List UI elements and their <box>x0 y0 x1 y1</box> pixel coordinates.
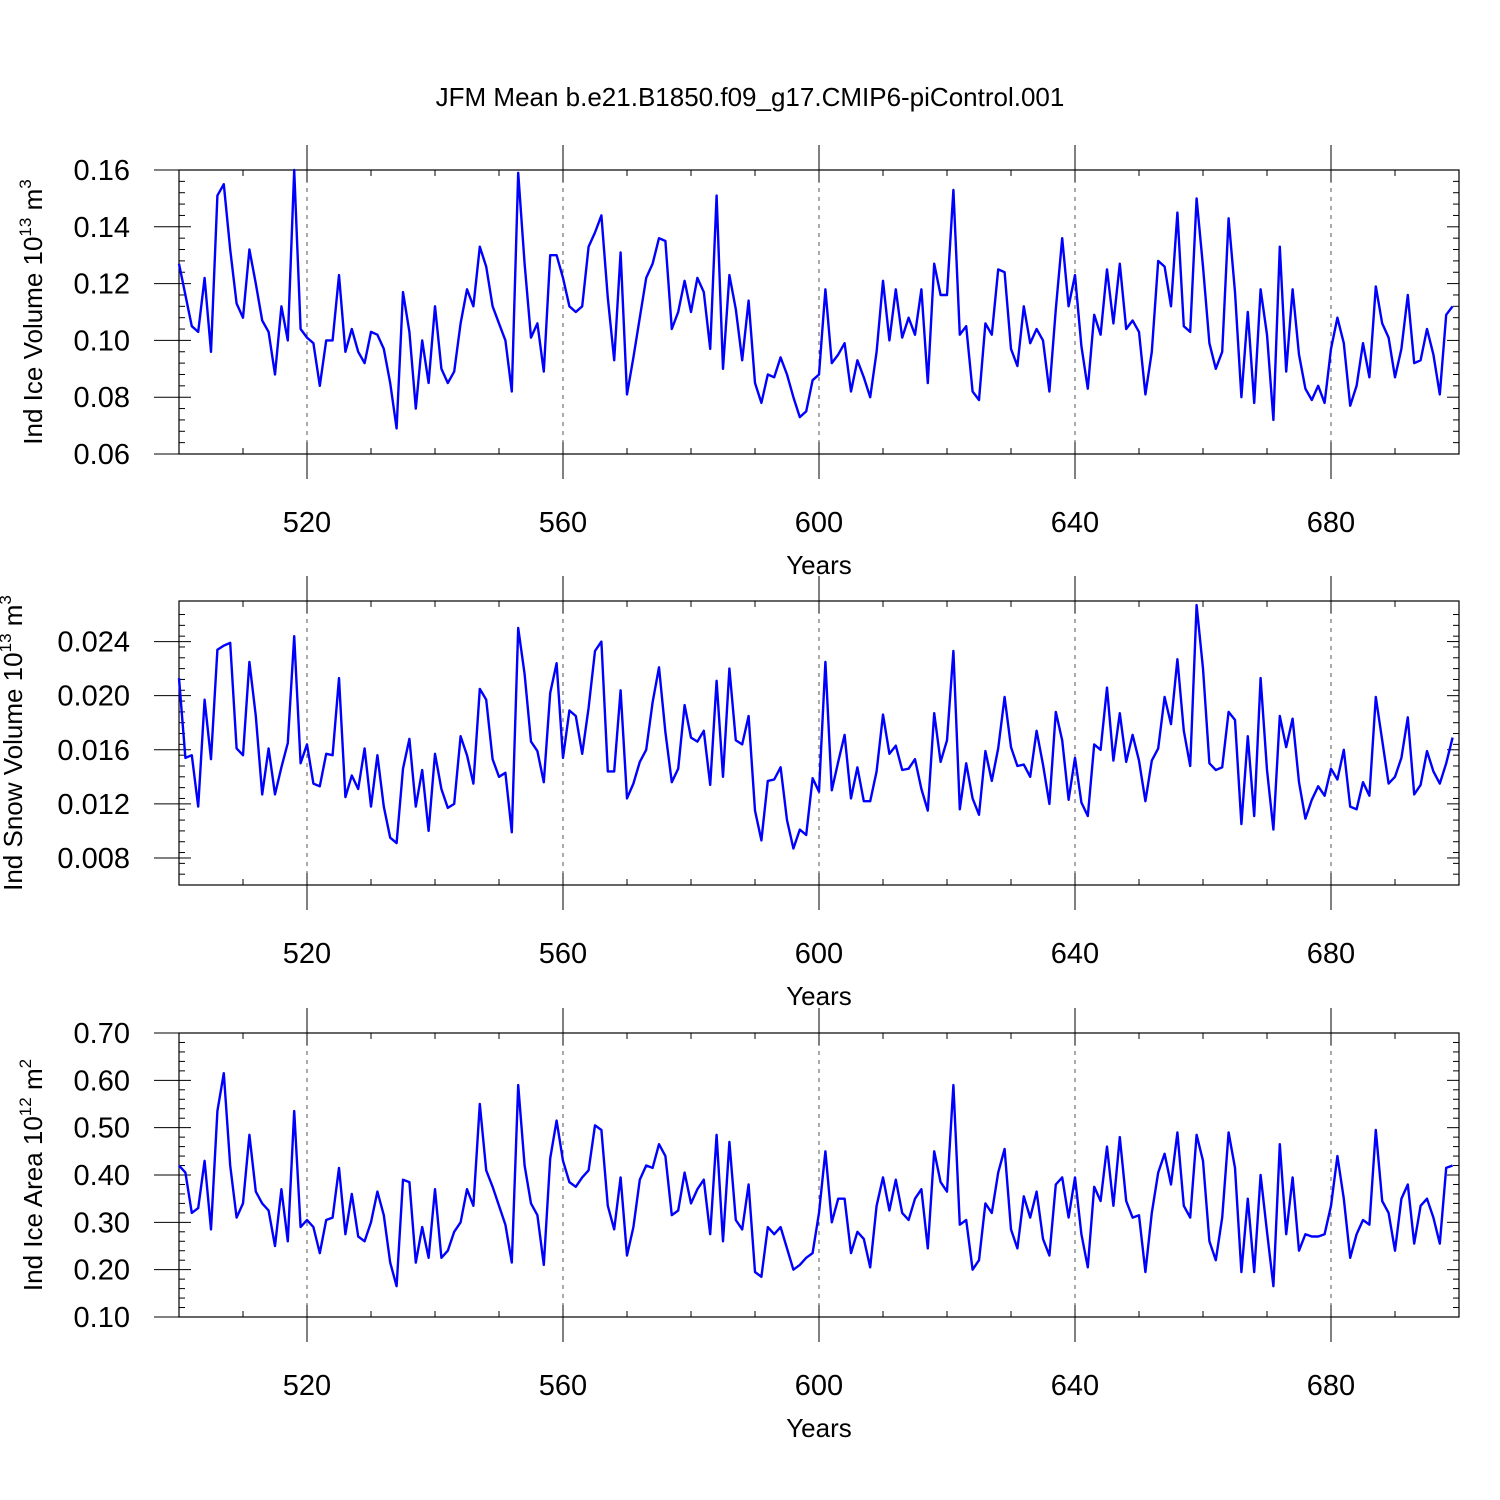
axis-ticks <box>154 145 1459 479</box>
snow-volume-panel: Ind Snow Volume 1013 m3 Years 520 560 600 6… <box>0 576 1460 1011</box>
x-axis-label: Years <box>786 981 852 1011</box>
x-tick-label: 680 <box>1307 507 1355 539</box>
y-tick-label: 0.12 <box>74 269 130 301</box>
y-tick-label: 0.70 <box>74 1018 130 1050</box>
y-tick-label: 0.10 <box>74 325 130 357</box>
y-tick-label: 0.012 <box>57 789 130 821</box>
y-axis-label: Ind Ice Area 1012 m2 <box>16 1059 48 1291</box>
x-tick-label: 600 <box>795 1370 843 1402</box>
y-tick-label: 0.14 <box>74 212 130 244</box>
x-tick-label: 680 <box>1307 938 1355 970</box>
x-tick-label: 600 <box>795 938 843 970</box>
x-axis-label: Years <box>786 550 852 580</box>
y-tick-label: 0.08 <box>74 382 130 414</box>
plot-frame <box>178 169 1460 455</box>
y-label-base: Ind Snow Volume 10 <box>0 652 28 891</box>
y-label-exponent: 13 <box>0 633 15 652</box>
y-tick-label: 0.016 <box>57 735 130 767</box>
y-label-unit: m <box>18 1068 48 1097</box>
y-tick-label: 0.60 <box>74 1065 130 1097</box>
y-label-exponent: 13 <box>16 218 35 237</box>
x-tick-label: 640 <box>1051 938 1099 970</box>
y-tick-label: 0.020 <box>57 681 130 713</box>
y-axis-label: Ind Ice Volume 1013 m3 <box>16 179 48 444</box>
y-label-unit-exponent: 3 <box>16 179 35 188</box>
y-tick-label: 0.16 <box>74 155 130 187</box>
axis-ticks <box>154 1008 1459 1342</box>
series-line <box>178 1071 1454 1288</box>
y-axis-label: Ind Snow Volume 1013 m3 <box>0 595 28 891</box>
x-tick-label: 640 <box>1051 1370 1099 1402</box>
series-line <box>177 603 1454 850</box>
y-label-unit-exponent: 2 <box>16 1059 35 1068</box>
x-tick-label: 560 <box>539 938 587 970</box>
x-tick-label: 600 <box>795 507 843 539</box>
y-label-base: Ind Ice Area 10 <box>18 1116 48 1291</box>
x-axis-label: Years <box>786 1413 852 1443</box>
y-tick-label: 0.06 <box>74 439 130 471</box>
x-tick-label: 680 <box>1307 1370 1355 1402</box>
y-tick-label: 0.20 <box>74 1255 130 1287</box>
ice-volume-panel: Ind Ice Volume 1013 m3 Years 520 560 600 64… <box>16 145 1460 580</box>
chart-title: JFM Mean b.e21.B1850.f09_g17.CMIP6-piCon… <box>436 82 1065 112</box>
y-tick-label: 0.024 <box>57 627 130 659</box>
plot-frame <box>178 600 1460 886</box>
y-tick-label: 0.10 <box>74 1302 130 1334</box>
y-label-unit: m <box>18 189 48 218</box>
x-tick-label: 520 <box>283 507 331 539</box>
gridlines <box>306 170 1332 454</box>
y-label-unit: m <box>0 605 28 634</box>
y-tick-label: 0.40 <box>74 1160 130 1192</box>
y-label-unit-exponent: 3 <box>0 595 15 604</box>
x-tick-label: 520 <box>283 938 331 970</box>
plot-frame <box>178 1032 1460 1318</box>
series-line <box>177 168 1454 430</box>
x-tick-label: 560 <box>539 1370 587 1402</box>
x-tick-label: 520 <box>283 1370 331 1402</box>
x-tick-label: 560 <box>539 507 587 539</box>
gridlines <box>306 601 1332 885</box>
ice-area-panel: Ind Ice Area 1012 m2 Years 520 560 600 640 6… <box>16 1008 1460 1443</box>
x-tick-label: 640 <box>1051 507 1099 539</box>
gridlines <box>306 1033 1332 1317</box>
y-tick-label: 0.30 <box>74 1207 130 1239</box>
y-tick-label: 0.008 <box>57 843 130 875</box>
y-label-exponent: 12 <box>16 1097 35 1116</box>
axis-ticks <box>154 576 1459 910</box>
y-label-base: Ind Ice Volume 10 <box>18 237 48 445</box>
y-tick-label: 0.50 <box>74 1113 130 1145</box>
